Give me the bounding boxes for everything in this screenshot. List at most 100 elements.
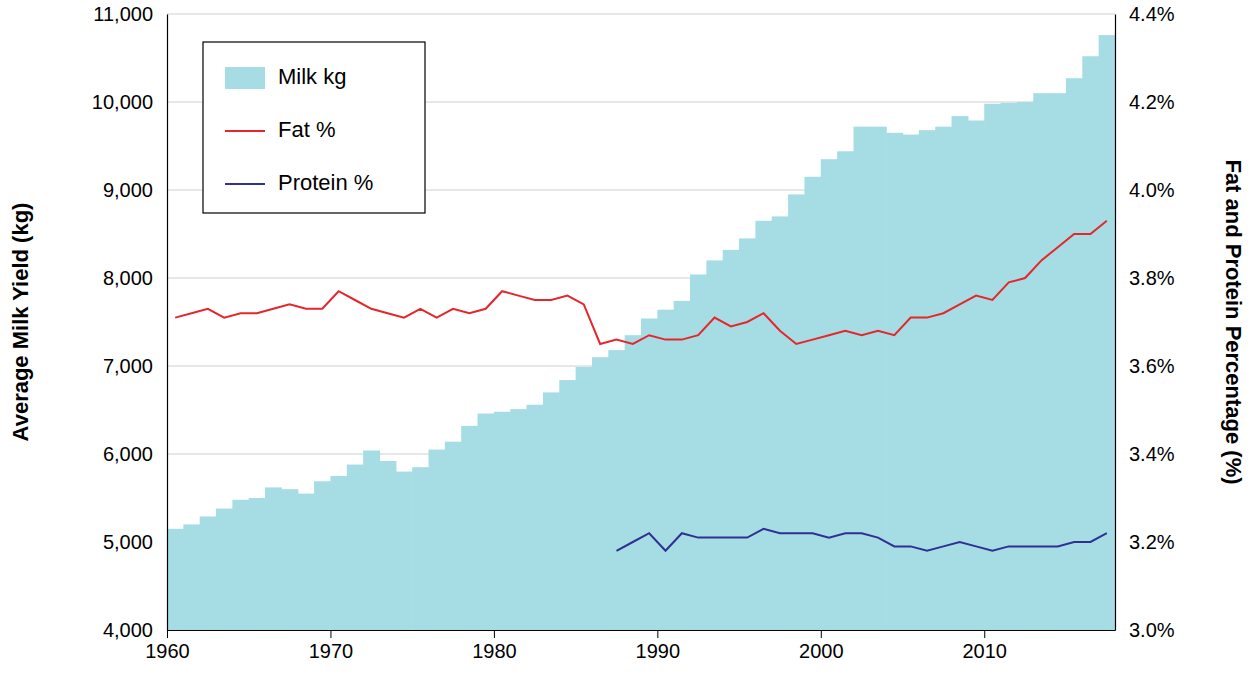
tick-label: 8,000 (103, 267, 153, 289)
y-axis: 4,0005,0006,0007,0008,0009,00010,00011,0… (92, 3, 168, 641)
bar (396, 472, 413, 630)
bar (265, 487, 282, 630)
bar (232, 500, 249, 630)
bar (886, 133, 903, 630)
bar (903, 135, 920, 630)
tick-mark (167, 630, 168, 638)
bar (772, 216, 789, 630)
bar (625, 335, 642, 630)
bar (837, 151, 854, 630)
tick: 2010 (962, 630, 1007, 662)
axis-line (1115, 15, 1116, 631)
legend: Milk kg Fat % Protein % (203, 42, 425, 213)
tick-label: 4.2% (1129, 91, 1175, 113)
tick-label: 6,000 (103, 443, 153, 465)
bar (281, 489, 298, 630)
bar (608, 350, 625, 630)
grid-line (167, 14, 1115, 15)
legend-label: Milk kg (278, 64, 346, 89)
tick: 4.0% (1115, 179, 1175, 201)
line (616, 529, 1106, 551)
legend-swatch (225, 67, 265, 89)
tick: 8,000 (103, 267, 167, 289)
tick-label: 1980 (472, 640, 517, 662)
tick: 2000 (799, 630, 844, 662)
bar (706, 260, 723, 630)
tick: 1980 (472, 630, 517, 662)
bar (723, 250, 740, 630)
bar (919, 130, 936, 630)
tick-label: 9,000 (103, 179, 153, 201)
y2-axis: 3.0%3.2%3.4%3.6%3.8%4.0%4.2%4.4% (1115, 3, 1175, 641)
tick: 3.6% (1115, 355, 1175, 377)
tick-label: 1970 (309, 640, 354, 662)
bar (298, 494, 315, 630)
bar (412, 467, 429, 630)
tick: 4.2% (1115, 91, 1175, 113)
bar (935, 127, 952, 630)
bar (363, 450, 380, 630)
tick: 3.2% (1115, 531, 1175, 553)
y-axis-title: Average Milk Yield (kg) (8, 203, 33, 442)
bar (1033, 93, 1050, 630)
bar (183, 524, 200, 630)
line (175, 221, 1107, 344)
bar (314, 481, 331, 630)
bar (527, 405, 544, 630)
bar (788, 194, 805, 630)
tick-mark (821, 630, 822, 638)
tick: 3.8% (1115, 267, 1175, 289)
bar (576, 367, 593, 630)
bar (1050, 93, 1067, 630)
tick: 7,000 (103, 355, 167, 377)
bar (216, 509, 233, 630)
legend-swatch (225, 183, 265, 185)
tick-label: 3.2% (1129, 531, 1175, 553)
bar (657, 310, 674, 630)
tick-mark (984, 630, 985, 638)
tick-label: 10,000 (92, 91, 153, 113)
bar (1066, 78, 1083, 630)
bar (249, 498, 266, 630)
tick: 6,000 (103, 443, 167, 465)
legend-box (203, 42, 425, 213)
bar (510, 409, 527, 630)
bar (821, 159, 838, 630)
tick: 4,000 (103, 619, 167, 641)
bar (968, 120, 985, 630)
axis-line (167, 15, 168, 631)
tick-label: 4,000 (103, 619, 153, 641)
bar (330, 476, 347, 630)
tick: 3.4% (1115, 443, 1175, 465)
bar (1001, 103, 1018, 630)
tick-label: 5,000 (103, 531, 153, 553)
bar (494, 412, 511, 630)
bar (853, 127, 870, 630)
bar (674, 301, 691, 630)
bar-series (167, 35, 1115, 630)
tick: 4.4% (1115, 3, 1175, 25)
bar (379, 461, 396, 630)
tick-label: 7,000 (103, 355, 153, 377)
bar (543, 392, 560, 630)
legend-label: Protein % (278, 170, 373, 195)
bar (739, 238, 756, 630)
bar (200, 516, 217, 630)
bar (559, 380, 576, 630)
tick-label: 4.0% (1129, 179, 1175, 201)
axis-line (168, 630, 1116, 631)
legend-label: Fat % (278, 117, 335, 142)
chart: 1960197019801990200020104,0005,0006,0007… (0, 0, 1253, 679)
tick-label: 1990 (636, 640, 681, 662)
bar (1099, 35, 1115, 630)
legend-swatch (225, 130, 265, 132)
x-axis: 196019701980199020002010 (145, 630, 1115, 662)
tick-label: 3.6% (1129, 355, 1175, 377)
tick-mark (494, 630, 495, 638)
tick: 9,000 (103, 179, 167, 201)
tick-mark (330, 630, 331, 638)
bar (445, 442, 462, 630)
bar (347, 465, 364, 630)
bar (429, 450, 446, 630)
tick: 1990 (636, 630, 681, 662)
